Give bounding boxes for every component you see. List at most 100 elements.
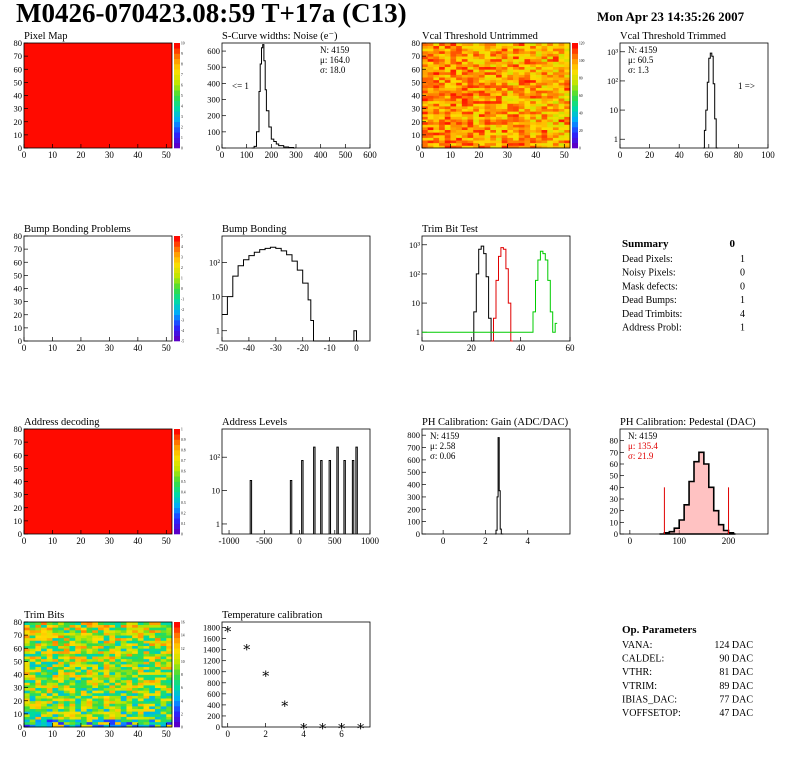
trim-bits-cell <box>115 627 122 631</box>
vcal-untrimmed-palette-seg <box>572 95 578 102</box>
trim-bits-cell <box>126 687 133 691</box>
vcal-untrimmed-cell <box>513 66 520 70</box>
trim-bits-cell <box>58 671 65 675</box>
vcal-untrimmed-cell <box>547 82 554 86</box>
trim-bits-cell <box>52 637 59 641</box>
temp-calibration-xtick-label: 4 <box>301 729 306 739</box>
trim-bits-cell <box>80 629 88 633</box>
trim-bits-cell <box>86 658 93 662</box>
vcal-untrimmed-cell <box>541 45 548 49</box>
vcal-untrimmed-cell <box>467 116 474 120</box>
vcal-untrimmed-cell <box>450 129 457 133</box>
vcal-untrimmed-cell <box>422 69 429 73</box>
trim-bits-cell <box>35 622 42 626</box>
trim-bits-cell <box>35 721 42 725</box>
vcal-untrimmed-cell <box>530 119 537 123</box>
vcal-untrimmed-cell <box>456 145 463 149</box>
vcal-untrimmed-cell <box>501 56 508 60</box>
trim-bits-cell <box>46 656 53 660</box>
trim-bits-cell <box>80 664 88 668</box>
trim-bits-cell <box>41 690 48 694</box>
trim-bits-cell <box>98 666 105 670</box>
trim-bits-cell <box>132 711 139 715</box>
vcal-untrimmed-cell <box>478 50 486 54</box>
vcal-untrimmed-cell <box>444 58 451 62</box>
vcal-untrimmed-cell <box>444 79 451 83</box>
vcal-untrimmed-cell <box>541 132 548 136</box>
bump-problems-xtick-label: 10 <box>48 343 58 353</box>
op-param-value: 47 DAC <box>719 708 753 719</box>
trim-bits-cell <box>132 682 139 686</box>
trim-bits-cell <box>103 695 110 699</box>
vcal-untrimmed-cell <box>564 100 571 104</box>
vcal-untrimmed-cell <box>524 82 531 86</box>
vcal-untrimmed-cell <box>547 58 554 62</box>
trim-bits-cell <box>98 698 105 702</box>
trim-bits-cell <box>86 622 93 626</box>
vcal-untrimmed-cell <box>444 103 451 107</box>
op-param-label: VOFFSETOP: <box>622 708 681 719</box>
trim-bits-cell <box>41 643 48 647</box>
trim-bits-cell <box>69 674 76 678</box>
vcal-untrimmed-cell <box>541 77 548 81</box>
trim-bits-cell <box>160 671 167 675</box>
vcal-untrimmed-cell <box>473 79 480 83</box>
trim-bits-cell <box>86 703 93 707</box>
vcal-untrimmed-cell <box>427 111 434 115</box>
vcal-untrimmed-cell <box>433 87 440 91</box>
ph-pedestal-xtick-label: 200 <box>722 536 736 546</box>
trim-bits-cell <box>63 682 70 686</box>
vcal-untrimmed-cell <box>524 45 531 49</box>
vcal-untrimmed-cell <box>507 71 514 75</box>
trim-bits-cell <box>166 703 173 707</box>
vcal-untrimmed-cell <box>439 116 446 120</box>
vcal-untrimmed-cell <box>513 43 520 47</box>
ph-pedestal-ytick-label: 0 <box>614 529 618 539</box>
vcal-untrimmed-cell <box>518 64 525 68</box>
ph-pedestal-xtick-label: 100 <box>672 536 686 546</box>
vcal-untrimmed-cell <box>501 103 508 107</box>
bump-problems-palette-label: 4 <box>181 245 183 249</box>
trim-bits-cell <box>137 648 144 652</box>
trim-bits-cell <box>92 632 99 636</box>
trim-bits-xtick-label: 40 <box>133 729 143 739</box>
temp-calibration-ytick-label: 1800 <box>203 623 220 633</box>
trim-bits-cell <box>80 698 88 702</box>
vcal-untrimmed-cell <box>439 108 446 112</box>
trim-bits-cell <box>132 637 139 641</box>
vcal-untrimmed-cell <box>518 111 525 115</box>
trim-bits-cell <box>52 661 59 665</box>
vcal-untrimmed-cell <box>444 64 451 68</box>
vcal-untrimmed-cell <box>439 79 446 83</box>
vcal-untrimmed-cell <box>456 100 463 104</box>
trim-bits-cell <box>52 677 59 681</box>
vcal-untrimmed-cell <box>552 90 560 94</box>
vcal-untrimmed-cell <box>484 134 491 138</box>
trim-bits-cell <box>120 721 127 725</box>
bump-problems-palette-label: -4 <box>181 329 184 333</box>
trim-bits-cell <box>69 656 76 660</box>
vcal-untrimmed-palette-seg <box>572 53 578 60</box>
vcal-untrimmed-cell <box>541 64 548 68</box>
trim-bits-cell <box>75 624 82 628</box>
vcal-untrimmed-cell <box>558 119 565 123</box>
vcal-untrimmed-cell <box>558 64 565 68</box>
vcal-untrimmed-cell <box>507 48 514 52</box>
trim-bits-cell <box>58 687 65 691</box>
trim-bits-cell <box>120 708 127 712</box>
address-decoding-ytick-label: 10 <box>14 516 23 526</box>
vcal-untrimmed-cell <box>450 132 457 136</box>
trim-bits-cell <box>109 711 116 715</box>
trim-bits-cell <box>69 690 76 694</box>
trim-bits-cell <box>132 645 139 649</box>
vcal-untrimmed-cell <box>552 66 560 70</box>
trim-bits-cell <box>160 656 167 660</box>
trim-bits-cell <box>166 695 173 699</box>
vcal-untrimmed-cell <box>439 85 446 89</box>
vcal-untrimmed-cell <box>473 71 480 75</box>
trim-bits-cell <box>166 643 173 647</box>
vcal-untrimmed-cell <box>478 64 486 68</box>
trim-bits-cell <box>132 624 139 628</box>
trim-bits-cell <box>63 624 70 628</box>
vcal-untrimmed-cell <box>501 137 508 141</box>
